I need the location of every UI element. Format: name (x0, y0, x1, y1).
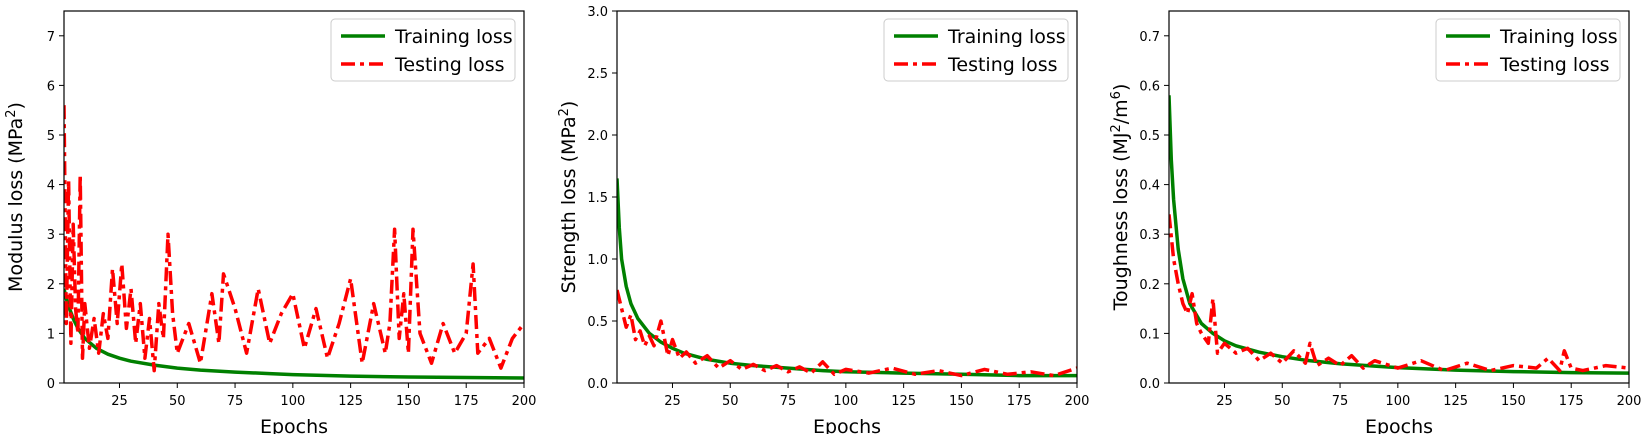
y-tick-label: 4 (47, 179, 55, 194)
x-tick-label: 175 (1007, 394, 1032, 409)
x-tick-label: 125 (338, 394, 363, 409)
legend: Training loss Testing loss (330, 18, 516, 82)
chart-panel-2: 25 50 75 100 125 150 175 200 0.0 0.5 1.0 1.5 2.0 2.5 3… (557, 5, 1089, 434)
y-tick-label: 0.3 (1139, 228, 1160, 243)
y-axis-label: Toughness loss (MJ2/m6) (1109, 84, 1132, 312)
x-tick-label: 50 (1274, 394, 1291, 409)
x-tick-label: 100 (1385, 394, 1410, 409)
legend-label-1: Training loss (1499, 26, 1618, 48)
y-axis-label: Modulus loss (MPa2) (4, 102, 27, 292)
y-tick-label: 7 (47, 30, 55, 45)
chart-panel-1: 25 50 75 100 125 150 175 200 0 1 2 3 4 5 6 7 Epochs Modul… (4, 10, 537, 434)
y-tick-label: 3.0 (587, 5, 608, 20)
plot-frame (1168, 10, 1630, 384)
legend: Training loss Testing loss (1435, 18, 1621, 82)
legend: Training loss Testing loss (883, 18, 1069, 82)
legend-label-2: Testing loss (947, 54, 1058, 76)
x-axis-label: Epochs (1365, 416, 1433, 434)
x-tick-label: 200 (1065, 394, 1090, 409)
legend-label-1: Training loss (394, 26, 513, 48)
x-tick-label: 150 (1501, 394, 1526, 409)
y-tick-label: 5 (47, 129, 55, 144)
series-line-1 (64, 288, 524, 380)
x-tick-label: 200 (512, 394, 537, 409)
y-tick-label: 0.0 (587, 377, 608, 392)
x-tick-label: 50 (722, 394, 739, 409)
x-tick-label: 125 (1443, 394, 1468, 409)
plot-frame (63, 10, 525, 384)
series-line-2 (64, 105, 524, 373)
series-line-1 (617, 178, 1077, 378)
y-tick-label: 6 (47, 79, 55, 94)
x-tick-label: 125 (891, 394, 916, 409)
series-line-2 (617, 289, 1077, 378)
series-line-1 (1169, 95, 1629, 375)
y-tick-label: 0.1 (1139, 327, 1160, 342)
x-tick-label: 100 (833, 394, 858, 409)
y-tick-label: 3 (47, 228, 55, 243)
x-tick-label: 175 (1559, 394, 1584, 409)
x-tick-label: 175 (454, 394, 479, 409)
y-tick-label: 0.6 (1139, 79, 1160, 94)
x-tick-label: 150 (949, 394, 974, 409)
y-tick-label: 0.4 (1139, 179, 1160, 194)
x-axis-label: Epochs (260, 416, 328, 434)
legend-label-2: Testing loss (394, 54, 505, 76)
y-axis-label: Strength loss (MPa2) (557, 101, 580, 294)
series-line-2 (1169, 214, 1629, 373)
x-tick-label: 100 (280, 394, 305, 409)
x-tick-label: 150 (396, 394, 421, 409)
y-tick-label: 0.7 (1139, 30, 1160, 45)
legend-label-1: Training loss (947, 26, 1066, 48)
x-tick-label: 75 (780, 394, 797, 409)
y-tick-label: 0.5 (587, 315, 608, 330)
y-tick-label: 0 (47, 377, 55, 392)
y-tick-label: 1.5 (587, 191, 608, 206)
x-tick-label: 200 (1617, 394, 1642, 409)
y-tick-label: 2 (47, 278, 55, 293)
chart-panel-3: 25 50 75 100 125 150 175 200 0.0 0.1 0.2 0.3 0.4 0.5 0… (1109, 10, 1642, 434)
y-tick-label: 2.0 (587, 129, 608, 144)
x-tick-label: 50 (169, 394, 186, 409)
x-tick-label: 75 (227, 394, 244, 409)
x-tick-label: 75 (1332, 394, 1349, 409)
x-tick-label: 25 (1216, 394, 1233, 409)
y-tick-label: 0.0 (1139, 377, 1160, 392)
y-tick-label: 1 (47, 327, 55, 342)
x-axis-label: Epochs (813, 416, 881, 434)
y-tick-label: 1.0 (587, 253, 608, 268)
y-tick-label: 0.2 (1139, 278, 1160, 293)
x-tick-label: 25 (664, 394, 681, 409)
legend-label-2: Testing loss (1499, 54, 1610, 76)
y-tick-label: 2.5 (587, 67, 608, 82)
y-tick-label: 0.5 (1139, 129, 1160, 144)
x-tick-label: 25 (111, 394, 128, 409)
